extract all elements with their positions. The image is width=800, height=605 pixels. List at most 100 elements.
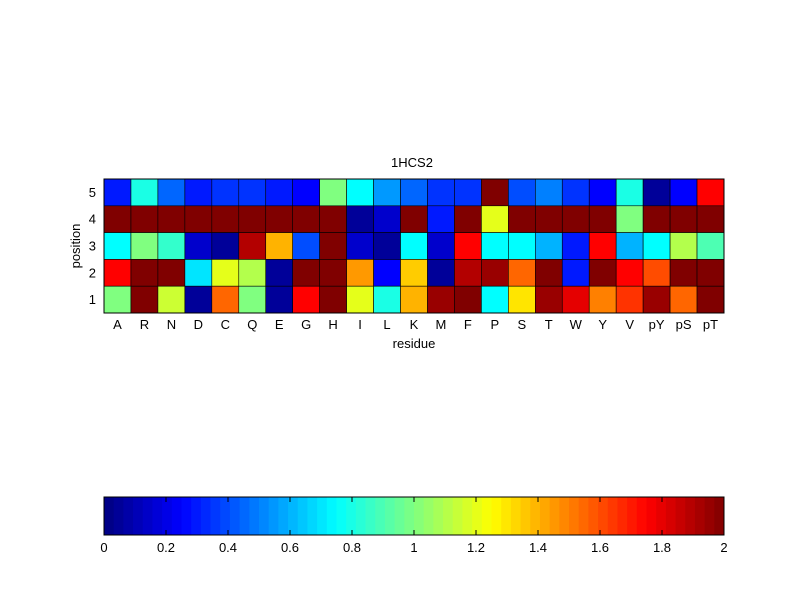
colorbar-swatch	[365, 497, 376, 535]
x-tick-label: N	[167, 317, 176, 332]
colorbar-swatch	[249, 497, 260, 535]
x-tick-label: pS	[676, 317, 692, 332]
colorbar-swatch	[229, 497, 241, 535]
heatmap-cell	[130, 178, 159, 207]
heatmap-cell	[184, 259, 213, 287]
colorbar-swatch	[142, 497, 153, 535]
heatmap-cell	[265, 205, 293, 233]
heatmap-cell	[400, 232, 428, 260]
heatmap-cell	[534, 205, 563, 233]
y-axis-label: position	[68, 224, 83, 269]
heatmap-cell	[238, 285, 267, 314]
heatmap-cell	[427, 259, 455, 287]
colorbar-swatch	[588, 497, 599, 535]
x-tick-label: Q	[247, 317, 257, 332]
heatmap-cell	[400, 285, 428, 314]
colorbar-tick-label: 2	[720, 540, 727, 555]
heatmap-cell	[373, 259, 401, 287]
heatmap-cell	[588, 285, 617, 314]
colorbar-swatch	[336, 497, 347, 535]
colorbar	[104, 497, 725, 535]
heatmap-cell	[319, 232, 347, 260]
heatmap-cell	[157, 205, 186, 233]
x-tick-label: W	[570, 317, 583, 332]
heatmap-cell	[615, 205, 644, 233]
colorbar-swatch	[491, 497, 502, 535]
heatmap-cell	[211, 232, 240, 260]
heatmap-cell	[103, 178, 132, 207]
heatmap-cell	[103, 285, 132, 314]
colorbar-swatch	[346, 497, 357, 535]
heatmap-cell	[103, 232, 132, 260]
heatmap-cell	[561, 232, 590, 260]
x-tick-label: R	[140, 317, 149, 332]
heatmap-cell	[696, 178, 725, 207]
x-tick-label: H	[328, 317, 337, 332]
heatmap-cell	[157, 178, 186, 207]
heatmap-cell	[346, 285, 374, 314]
colorbar-swatch	[549, 497, 560, 535]
heatmap-cell	[184, 205, 213, 233]
colorbar-swatch	[627, 497, 638, 535]
colorbar-swatch	[355, 497, 366, 535]
heatmap-cell	[481, 178, 509, 207]
colorbar-swatch	[714, 497, 725, 535]
heatmap-cell	[292, 232, 320, 260]
colorbar-swatch	[539, 497, 551, 535]
heatmap-cell	[427, 232, 455, 260]
x-tick-label: pY	[649, 317, 665, 332]
heatmap-cell	[238, 259, 267, 287]
heatmap-cell	[588, 178, 617, 207]
colorbar-swatch	[200, 497, 211, 535]
x-tick-label: G	[301, 317, 311, 332]
heatmap-cell	[615, 259, 644, 287]
y-tick-label: 5	[89, 185, 96, 200]
heatmap-cell	[157, 232, 186, 260]
heatmap-cell	[265, 259, 293, 287]
colorbar-swatch	[462, 497, 473, 535]
colorbar-swatch	[104, 497, 115, 535]
colorbar-swatch	[133, 497, 144, 535]
colorbar-swatch	[326, 497, 337, 535]
colorbar-swatch	[665, 497, 676, 535]
heatmap-cell	[561, 178, 590, 207]
heatmap-cells	[103, 178, 725, 314]
colorbar-swatch	[578, 497, 589, 535]
colorbar-swatch	[181, 497, 192, 535]
heatmap-cell	[508, 205, 536, 233]
heatmap-cell	[696, 205, 725, 233]
x-tick-label: P	[491, 317, 500, 332]
colorbar-swatch	[404, 497, 415, 535]
colorbar-swatch	[423, 497, 434, 535]
heatmap-cell	[508, 259, 536, 287]
heatmap-cell	[696, 259, 725, 287]
colorbar-swatch	[123, 497, 134, 535]
heatmap-cell	[400, 205, 428, 233]
x-tick-label: A	[113, 317, 122, 332]
heatmap-cell	[427, 178, 455, 207]
x-tick-label: V	[625, 317, 634, 332]
heatmap-cell	[292, 178, 320, 207]
heatmap-cell	[211, 285, 240, 314]
colorbar-swatch	[278, 497, 289, 535]
x-axis-label: residue	[393, 336, 436, 351]
colorbar-swatch	[288, 497, 299, 535]
heatmap-cell	[211, 259, 240, 287]
heatmap-cell	[319, 259, 347, 287]
colorbar-tick-label: 0	[100, 540, 107, 555]
colorbar-swatch	[481, 497, 492, 535]
colorbar-swatch	[704, 497, 715, 535]
colorbar-swatch	[307, 497, 318, 535]
heatmap-cell	[508, 232, 536, 260]
heatmap-cell	[373, 232, 401, 260]
heatmap-cell	[130, 205, 159, 233]
heatmap-cell	[184, 232, 213, 260]
heatmap-cell	[696, 232, 725, 260]
heatmap-cell	[642, 205, 671, 233]
heatmap-cell	[454, 232, 482, 260]
heatmap-cell	[265, 232, 293, 260]
heatmap-cell	[265, 178, 293, 207]
colorbar-swatch	[443, 497, 454, 535]
colorbar-swatch	[559, 497, 570, 535]
y-tick-label: 3	[89, 239, 96, 254]
